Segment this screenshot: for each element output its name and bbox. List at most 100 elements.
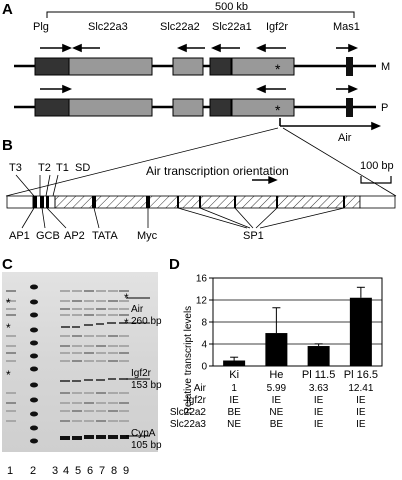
band-label-air-size: 260 bp bbox=[131, 316, 162, 327]
lane-number: 2 bbox=[30, 465, 37, 477]
gel-band bbox=[60, 345, 70, 347]
panel-b-scale-label: 100 bp bbox=[360, 160, 394, 172]
gel-band bbox=[108, 290, 118, 292]
gel-band bbox=[72, 345, 82, 347]
gel-band bbox=[96, 308, 106, 310]
site-label-gcb: GCB bbox=[36, 230, 60, 242]
gel-band bbox=[96, 410, 106, 412]
gel-band bbox=[119, 420, 129, 422]
gel-band bbox=[84, 402, 94, 404]
table-cell: IE bbox=[356, 407, 366, 418]
band-label-air: Air bbox=[131, 304, 144, 315]
igf2r-gene-m bbox=[231, 57, 295, 76]
table-row-label-slc22a2: Slc22a2 bbox=[169, 407, 206, 418]
bar bbox=[223, 360, 246, 366]
table-cell: 1 bbox=[231, 383, 237, 394]
table-cell: BE bbox=[227, 407, 241, 418]
gel-band bbox=[119, 392, 129, 394]
band-label-cypa-size: 105 bp bbox=[131, 440, 162, 451]
gel-band bbox=[108, 352, 118, 354]
gel-band bbox=[6, 345, 16, 347]
bar bbox=[349, 297, 372, 366]
gel-band bbox=[6, 360, 16, 362]
gel-band bbox=[84, 290, 94, 292]
gel-band bbox=[96, 290, 106, 292]
y-tick-label: 4 bbox=[201, 340, 207, 351]
gel-band bbox=[6, 420, 16, 422]
gel-band bbox=[6, 308, 16, 310]
gel-band bbox=[6, 352, 16, 354]
site-label-ap2: AP2 bbox=[64, 230, 85, 242]
gene-label-slc22a2: Slc22a2 bbox=[160, 21, 200, 33]
gel-band bbox=[108, 420, 118, 422]
gel-band bbox=[72, 290, 82, 292]
site-label-sd: SD bbox=[75, 162, 91, 174]
gel-band bbox=[119, 352, 129, 354]
gene-label-mas1: Mas1 bbox=[333, 21, 360, 33]
gel-band bbox=[96, 420, 106, 422]
x-tick-label: Ki bbox=[229, 369, 239, 381]
band-label-igf2r: Igf2r bbox=[131, 368, 152, 379]
gel-band bbox=[119, 314, 129, 316]
gel-band bbox=[72, 335, 82, 337]
gel-band bbox=[84, 308, 94, 310]
gel-band bbox=[84, 392, 94, 394]
gel-band bbox=[60, 300, 70, 302]
slc22a3-gene-p bbox=[68, 98, 153, 117]
gel-band bbox=[60, 402, 70, 404]
panel-a-letter: A bbox=[2, 1, 13, 18]
table-row-label-slc22a3: Slc22a3 bbox=[169, 419, 206, 430]
gel-band bbox=[72, 402, 82, 404]
gel-band bbox=[6, 290, 16, 292]
gel-band bbox=[119, 402, 129, 404]
table-row-label-air: Air bbox=[193, 383, 206, 394]
bar bbox=[265, 333, 288, 366]
y-tick-label: 12 bbox=[196, 296, 208, 307]
gel-band bbox=[60, 290, 70, 292]
gel-band bbox=[72, 420, 82, 422]
site-label-sp1: SP1 bbox=[243, 230, 264, 242]
lane-number: 5 bbox=[75, 465, 82, 477]
gel-band bbox=[96, 392, 106, 394]
site-label-tata: TATA bbox=[92, 230, 118, 242]
gel-band bbox=[84, 335, 94, 337]
lane-number: 4 bbox=[63, 465, 70, 477]
gel-band bbox=[84, 300, 94, 302]
gel-band bbox=[60, 392, 70, 394]
slc22a1-gene-p bbox=[209, 98, 232, 117]
y-tick-label: 0 bbox=[201, 362, 207, 373]
band-label-cypa: CypA bbox=[131, 428, 156, 439]
gel-band bbox=[72, 392, 82, 394]
gel-band bbox=[96, 352, 106, 354]
gel-band bbox=[108, 314, 118, 316]
slc22a2-gene-m bbox=[172, 57, 204, 76]
air-transcript-label: Air bbox=[338, 132, 352, 144]
gel-band bbox=[119, 308, 129, 310]
table-cell: IE bbox=[313, 395, 324, 406]
site-label-t3: T3 bbox=[9, 162, 22, 174]
gel-band bbox=[119, 335, 129, 337]
y-tick-label: 16 bbox=[196, 274, 208, 285]
lane-number: 7 bbox=[99, 465, 106, 477]
gel-band bbox=[60, 352, 70, 354]
gel-star-5: * bbox=[124, 316, 129, 330]
table-cell: 12.41 bbox=[348, 383, 374, 394]
gene-label-slc22a3: Slc22a3 bbox=[88, 21, 128, 33]
table-row-label-igf2r: Igf2r bbox=[185, 395, 206, 406]
table-cell: 3.63 bbox=[308, 383, 329, 394]
gel-band bbox=[60, 410, 70, 412]
gel-band bbox=[6, 410, 16, 412]
gel-band bbox=[119, 300, 129, 302]
gel-band bbox=[96, 360, 106, 362]
gene-label-slc22a1: Slc22a1 bbox=[212, 21, 252, 33]
gel-band bbox=[119, 410, 129, 412]
bar bbox=[307, 346, 330, 366]
table-cell: 5.99 bbox=[266, 383, 287, 394]
table-cell: IE bbox=[271, 395, 282, 406]
panel-b-letter: B bbox=[2, 137, 13, 154]
x-tick-label: Pl 16.5 bbox=[344, 369, 378, 381]
